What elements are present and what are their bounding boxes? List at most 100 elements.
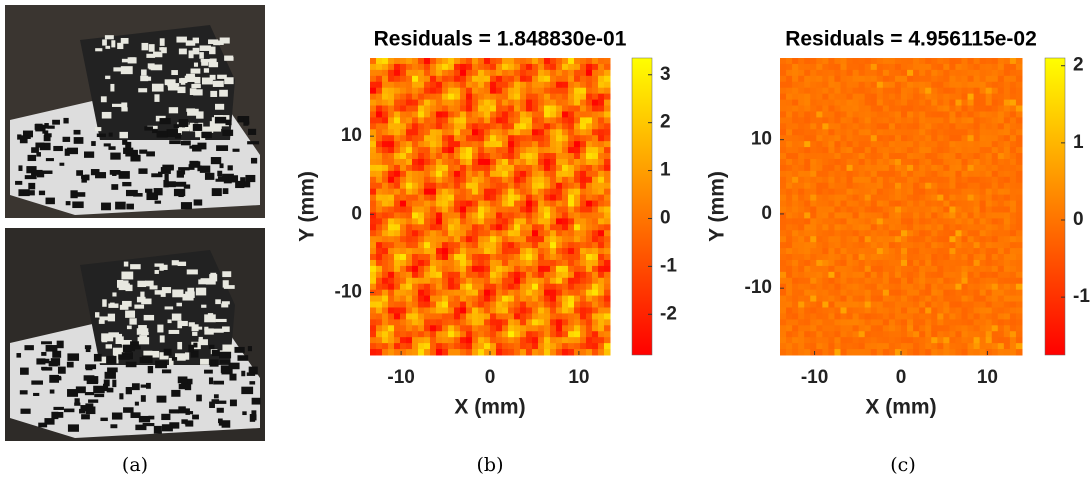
- heatmap-cell: [532, 283, 539, 291]
- heatmap-cell: [786, 105, 793, 112]
- heatmap-cell: [400, 283, 407, 291]
- heatmap-cell: [792, 176, 799, 184]
- heatmap-cell: [798, 129, 805, 136]
- speckle: [160, 291, 166, 297]
- speckle: [84, 392, 95, 396]
- heatmap-cell: [973, 141, 981, 148]
- heatmap-cell: [888, 242, 896, 249]
- heatmap-cell: [1003, 117, 1011, 124]
- heatmap-cell: [388, 99, 395, 107]
- heatmap-cell: [418, 182, 425, 190]
- heatmap-cell: [810, 283, 817, 291]
- heatmap-cell: [798, 69, 805, 77]
- heatmap-cell: [1015, 111, 1023, 118]
- heatmap-cell: [424, 236, 431, 243]
- heatmap-cell: [388, 176, 395, 184]
- heatmap-cell: [520, 218, 527, 225]
- heatmap-cell: [490, 182, 497, 190]
- heatmap-cell: [466, 265, 473, 273]
- heatmap-cell: [955, 230, 962, 237]
- heatmap-cell: [1015, 206, 1023, 213]
- heatmap-cell: [961, 236, 969, 243]
- heatmap-cell: [943, 111, 950, 118]
- heatmap-cell: [418, 265, 425, 273]
- heatmap-cell: [798, 343, 805, 350]
- heatmap-cell: [997, 153, 1005, 160]
- heatmap-cell: [508, 343, 515, 350]
- heatmap-cell: [382, 147, 389, 154]
- heatmap-cell: [1015, 200, 1023, 207]
- heatmap-cell: [798, 224, 805, 231]
- heatmap-cell: [961, 277, 969, 285]
- heatmap-cell: [846, 259, 854, 267]
- heatmap-cell: [442, 271, 449, 279]
- heatmap-cell: [846, 111, 854, 118]
- heatmap-cell: [852, 248, 860, 255]
- heatmap-cell: [478, 254, 485, 261]
- heatmap-cell: [780, 158, 787, 166]
- heatmap-cell: [852, 194, 860, 202]
- heatmap-cell: [376, 331, 383, 338]
- heatmap-cell: [792, 111, 799, 118]
- heatmap-cell: [828, 93, 835, 101]
- heatmap-cell: [804, 69, 811, 77]
- heatmap-cell: [514, 277, 521, 285]
- speckle: [22, 130, 34, 138]
- heatmap-cell: [394, 236, 401, 243]
- heatmap-cell: [943, 194, 950, 202]
- heatmap-cell: [997, 206, 1005, 213]
- heatmap-cell: [786, 289, 793, 297]
- heatmap-cell: [901, 111, 908, 118]
- heatmap-cell: [520, 254, 527, 261]
- heatmap-cell: [870, 319, 878, 326]
- heatmap-cell: [502, 176, 509, 184]
- heatmap-cell: [798, 117, 805, 124]
- speckle: [164, 79, 176, 86]
- heatmap-cell: [496, 176, 503, 184]
- heatmap-cell: [502, 182, 509, 190]
- heatmap-cell: [961, 212, 969, 219]
- heatmap-cell: [840, 170, 848, 178]
- heatmap-cell: [810, 158, 817, 166]
- heatmap-cell: [792, 129, 799, 136]
- heatmap-cell: [901, 265, 908, 273]
- heatmap-cell: [943, 271, 950, 279]
- heatmap-cell: [1015, 117, 1023, 124]
- heatmap-cell: [894, 176, 902, 184]
- heatmap-cell: [979, 141, 987, 148]
- heatmap-cell: [466, 212, 473, 219]
- heatmap-cell: [840, 93, 848, 101]
- heatmap-cell: [919, 349, 926, 356]
- heatmap-cell: [943, 289, 950, 297]
- heatmap-cell: [460, 58, 467, 65]
- heatmap-cell: [412, 135, 419, 142]
- heatmap-cell: [604, 224, 611, 231]
- heatmap-cell: [514, 283, 521, 291]
- heatmap-cell: [1009, 75, 1017, 83]
- heatmap-cell: [816, 93, 823, 101]
- speckle: [113, 67, 122, 72]
- heatmap-cell: [840, 188, 848, 196]
- heatmap-cell: [580, 147, 587, 154]
- speckle: [101, 333, 114, 342]
- heatmap-cell: [580, 117, 587, 124]
- heatmap-cell: [858, 265, 866, 273]
- speckle: [183, 140, 191, 146]
- heatmap-cell: [961, 141, 969, 148]
- heatmap-cell: [852, 206, 860, 213]
- heatmap-cell: [604, 295, 611, 303]
- heatmap-cell: [388, 301, 395, 308]
- heatmap-cell: [876, 301, 884, 308]
- heatmap-cell: [810, 337, 817, 344]
- heatmap-cell: [780, 206, 787, 213]
- heatmap-cell: [798, 271, 805, 279]
- heatmap-cell: [520, 313, 527, 320]
- heatmap-cell: [949, 289, 956, 297]
- heatmap-cell: [822, 87, 829, 95]
- heatmap-cell: [876, 69, 884, 77]
- heatmap-cell: [973, 58, 981, 65]
- heatmap-cell: [852, 188, 860, 196]
- speckle: [177, 320, 183, 329]
- heatmap-cell: [376, 176, 383, 184]
- heatmap-cell: [598, 319, 605, 326]
